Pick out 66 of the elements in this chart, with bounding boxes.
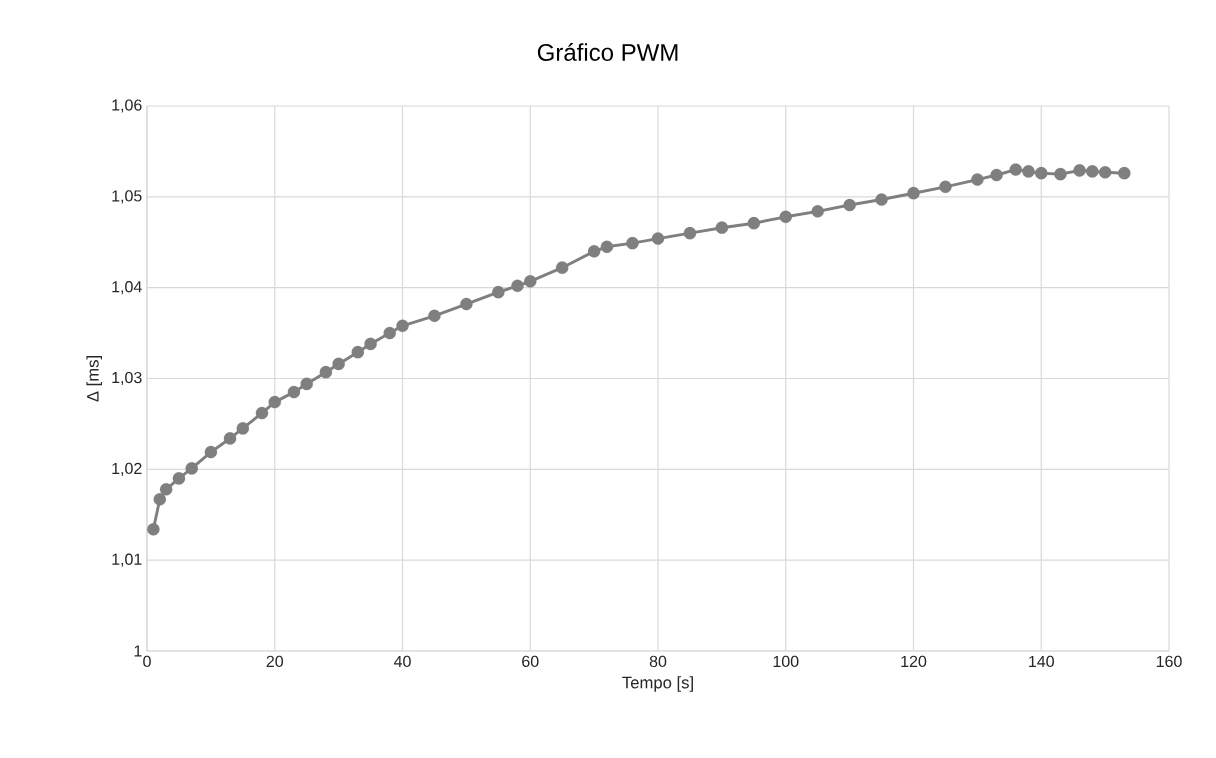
x-tick-label: 40	[393, 655, 411, 668]
point	[1086, 165, 1099, 178]
point	[492, 286, 505, 299]
point	[1118, 167, 1131, 180]
x-tick-label: 160	[1156, 655, 1182, 668]
point	[204, 445, 218, 459]
x-tick-label: 140	[1029, 655, 1054, 668]
y-tick-label: 1	[134, 645, 142, 657]
point	[651, 232, 665, 245]
point	[600, 240, 614, 254]
point	[971, 173, 984, 186]
x-tick-label: 0	[143, 655, 151, 668]
point	[626, 236, 639, 250]
chart-title: Gráfico PWM	[537, 43, 678, 61]
point	[223, 432, 237, 445]
y-tick-label: 1,03	[112, 371, 142, 386]
y-tick-label: 1,05	[112, 190, 142, 204]
point	[587, 245, 601, 258]
point	[159, 483, 173, 496]
point	[255, 406, 269, 420]
point	[428, 309, 441, 323]
point	[396, 319, 409, 333]
x-tick-label: 20	[266, 655, 284, 668]
x-tick-label: 80	[649, 655, 667, 668]
x-axis-title: Tempo [s]	[622, 676, 693, 692]
y-tick-label: 1,02	[112, 462, 142, 476]
point	[236, 422, 250, 435]
point	[555, 261, 569, 274]
point	[351, 345, 365, 359]
point	[147, 523, 160, 536]
point	[332, 357, 345, 371]
point	[715, 221, 729, 234]
point	[907, 186, 920, 200]
y-tick-label: 1,06	[112, 99, 142, 113]
point	[383, 326, 396, 340]
point	[779, 210, 792, 224]
point	[172, 472, 186, 485]
point	[153, 493, 166, 506]
y-tick-label: 1,04	[112, 281, 142, 295]
point	[287, 385, 301, 399]
x-tick-label: 120	[901, 655, 927, 668]
point	[811, 205, 824, 218]
y-axis-title: Δ [ms]	[86, 356, 102, 402]
point	[268, 395, 281, 409]
point	[843, 198, 856, 212]
point	[747, 216, 761, 230]
point	[990, 168, 1003, 182]
point	[319, 365, 333, 379]
point	[364, 337, 377, 351]
point	[300, 377, 313, 391]
point	[185, 462, 198, 475]
point	[875, 193, 888, 206]
point	[524, 275, 537, 288]
x-tick-label: 100	[773, 655, 799, 668]
point	[1098, 166, 1112, 179]
point	[460, 297, 473, 311]
point	[1073, 164, 1086, 177]
point	[1035, 167, 1048, 180]
point	[1022, 165, 1035, 178]
x-tick-label: 60	[522, 655, 539, 668]
point	[1009, 163, 1022, 176]
point	[1054, 167, 1067, 181]
point	[939, 180, 952, 194]
point	[511, 279, 524, 293]
point	[683, 226, 697, 240]
y-tick-label: 1,01	[112, 553, 142, 567]
